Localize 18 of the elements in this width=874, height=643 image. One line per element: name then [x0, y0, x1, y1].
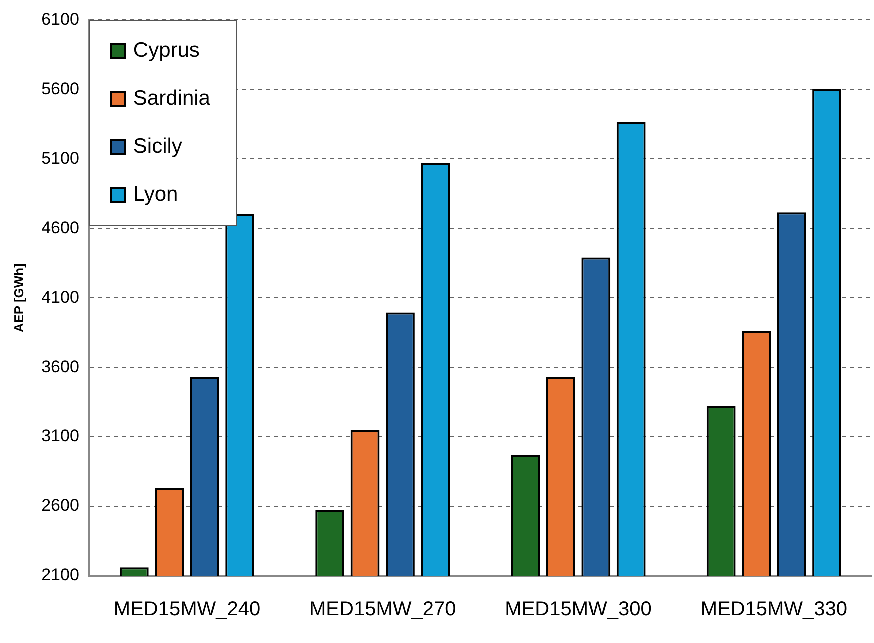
y-tick-label: 4100: [42, 288, 80, 307]
x-tick-label: MED15MW_300: [505, 598, 652, 621]
y-tick-label: 5100: [42, 148, 80, 168]
legend-label: Sardinia: [133, 86, 211, 110]
y-tick-label: 2100: [42, 566, 80, 585]
y-tick-label: 3100: [42, 426, 80, 446]
legend-label: Lyon: [133, 182, 178, 206]
legend-label: Sicily: [133, 134, 183, 158]
y-tick-label: 5600: [42, 79, 80, 98]
y-axis-title: AEP [GWh]: [11, 264, 26, 333]
y-tick-label: 3600: [42, 357, 80, 376]
x-tick-label: MED15MW_270: [310, 598, 456, 621]
y-tick-label: 4600: [42, 218, 80, 238]
y-tick-label: 6100: [42, 10, 80, 29]
x-tick-label: MED15MW_330: [700, 598, 848, 621]
x-tick-label: MED15MW_240: [114, 598, 261, 621]
legend-label: Cyprus: [133, 38, 200, 62]
y-tick-label: 2600: [42, 496, 80, 516]
